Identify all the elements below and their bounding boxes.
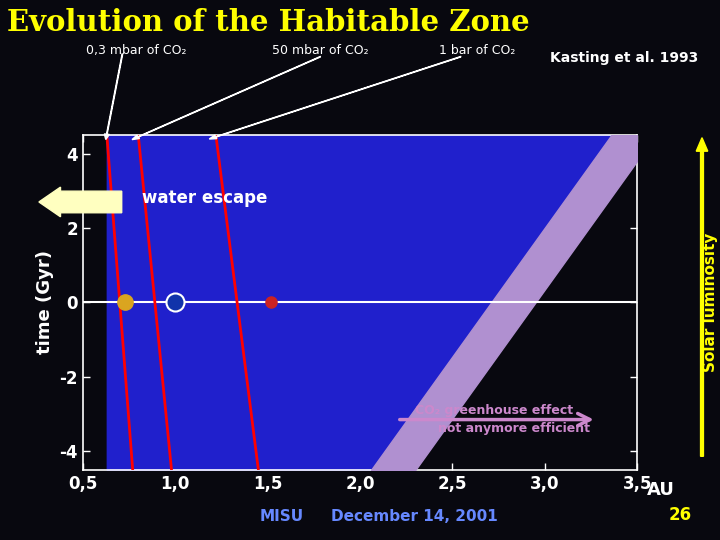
Text: AU: AU [647, 481, 675, 500]
Text: water escape: water escape [142, 189, 267, 207]
Text: not anymore efficient: not anymore efficient [438, 422, 590, 435]
Text: 1 bar of CO₂: 1 bar of CO₂ [439, 44, 516, 57]
Text: MISU: MISU [259, 509, 303, 524]
Text: Evolution of the Habitable Zone: Evolution of the Habitable Zone [7, 8, 530, 37]
Y-axis label: time (Gyr): time (Gyr) [36, 251, 54, 354]
Text: 0,3 mbar of CO₂: 0,3 mbar of CO₂ [86, 44, 187, 57]
Text: Solar luminosity: Solar luminosity [703, 233, 718, 372]
Text: 26: 26 [669, 506, 692, 524]
Text: 50 mbar of CO₂: 50 mbar of CO₂ [272, 44, 369, 57]
Text: December 14, 2001: December 14, 2001 [331, 509, 498, 524]
Text: CO₂ greenhouse effect: CO₂ greenhouse effect [415, 404, 574, 417]
Text: Kasting et al. 1993: Kasting et al. 1993 [550, 51, 698, 65]
